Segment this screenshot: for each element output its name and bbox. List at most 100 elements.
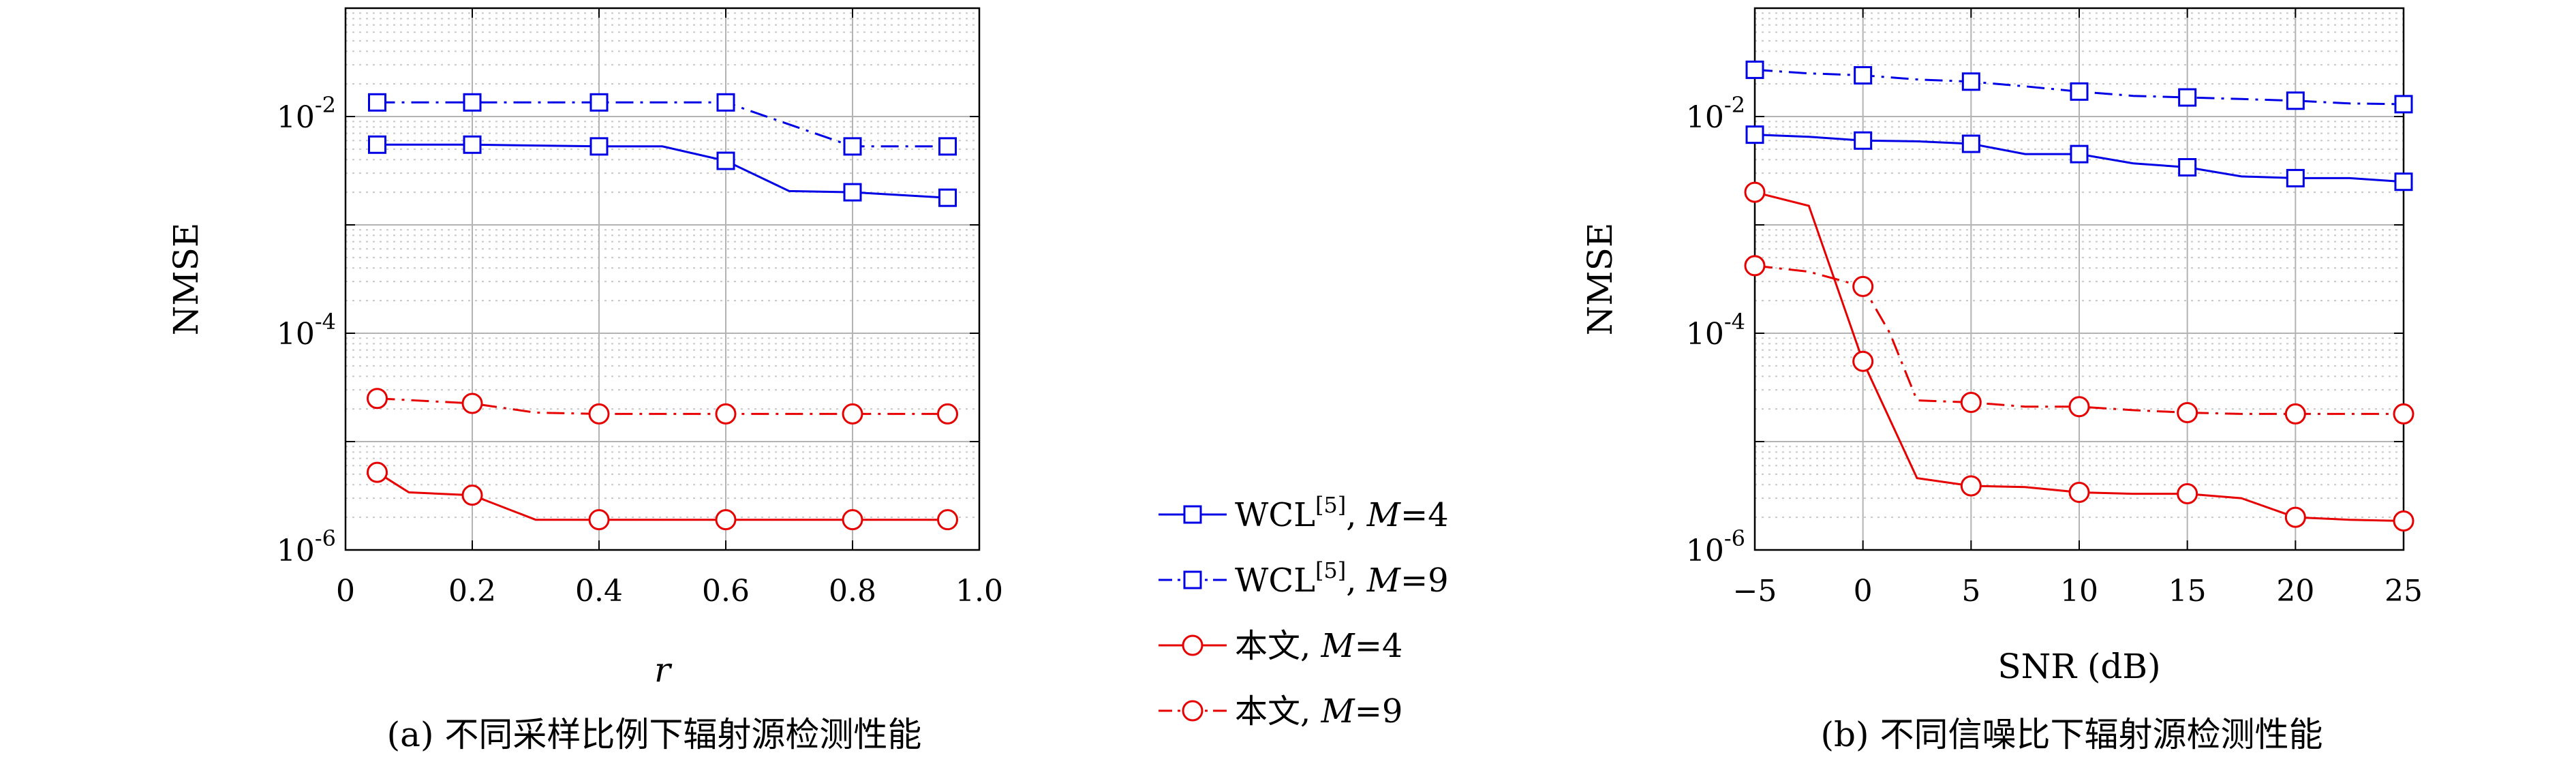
legend-entry: WCL[5], M=9 — [1159, 557, 1449, 600]
data-point-circle — [715, 509, 737, 531]
data-point-circle — [2068, 396, 2090, 418]
data-point-square — [716, 151, 735, 170]
data-point-square — [2394, 172, 2413, 191]
y-tick-label: 10-2 — [1686, 92, 1745, 135]
legend-entry: WCL[5], M=4 — [1159, 492, 1449, 534]
series-0 — [368, 135, 957, 207]
x-tick-label: 15 — [2168, 574, 2207, 609]
panel-b: −5 0 5 10 15 20 25 10-6 10-4 10-2 SNR (dB) NMSE (b) … — [1580, 7, 2423, 754]
data-point-square — [368, 93, 386, 112]
legend-entry: 本文, M=4 — [1159, 627, 1402, 665]
x-tick-label: 1.0 — [955, 574, 1003, 609]
data-point-circle — [461, 393, 483, 414]
data-point-circle — [1744, 181, 1766, 203]
legend-entry: 本文, M=9 — [1159, 692, 1402, 731]
data-point-square — [2178, 88, 2197, 107]
series-line — [377, 101, 948, 148]
y-axis-label: NMSE — [1580, 223, 1620, 336]
data-point-square — [843, 137, 862, 156]
series-2 — [1744, 181, 2414, 532]
x-tick-label: 0 — [336, 574, 355, 609]
panel-a: 0 0.2 0.4 0.6 0.8 1.0 10-6 10-4 10-2 r NMSE (a) 不同采… — [166, 7, 1003, 754]
data-point-square — [2394, 95, 2413, 114]
x-tick-label: 25 — [2385, 574, 2423, 609]
panel-caption: (a) 不同采样比例下辐射源检测性能 — [387, 715, 922, 754]
series-2 — [367, 461, 958, 531]
y-tick-label: 10-4 — [277, 309, 336, 352]
data-point-circle — [2068, 481, 2090, 503]
y-tick-label: 10-6 — [1686, 525, 1745, 568]
legend-circle-marker — [1182, 634, 1203, 656]
legend: WCL[5], M=4 WCL[5], M=9 本文, M=4 本文, M=9 — [1159, 492, 1449, 731]
legend-circle-marker — [1182, 700, 1203, 722]
data-point-square — [463, 135, 482, 154]
data-point-square — [2070, 144, 2089, 164]
data-point-circle — [2177, 483, 2198, 505]
x-tick-label: 0.2 — [448, 574, 496, 609]
y-axis-label: NMSE — [166, 223, 206, 336]
data-point-circle — [461, 485, 483, 506]
data-point-square — [938, 137, 957, 156]
x-axis-label: r — [654, 650, 673, 690]
legend-label: WCL[5], M=4 — [1235, 492, 1449, 534]
legend-label: 本文, M=9 — [1235, 692, 1402, 731]
data-point-circle — [1852, 275, 1874, 297]
series-3 — [1744, 255, 2414, 425]
data-point-circle — [367, 461, 388, 483]
data-point-square — [463, 93, 482, 112]
x-tick-label: 20 — [2276, 574, 2314, 609]
x-axis-label: SNR (dB) — [1997, 647, 2160, 686]
data-point-square — [1745, 60, 1764, 79]
data-point-circle — [2284, 403, 2306, 425]
data-point-circle — [937, 403, 958, 425]
x-tick-label: 0.6 — [702, 574, 750, 609]
data-point-circle — [2393, 510, 2414, 532]
data-point-circle — [715, 403, 737, 425]
legend-square-marker — [1183, 570, 1202, 589]
panel-caption: (b) 不同信噪比下辐射源检测性能 — [1821, 715, 2323, 754]
data-point-circle — [1852, 350, 1874, 372]
y-tick-label: 10-2 — [277, 92, 336, 135]
data-point-square — [716, 93, 735, 112]
series-line — [377, 143, 948, 199]
y-tick-label: 10-6 — [277, 525, 336, 568]
plot-frame — [1753, 7, 2405, 551]
data-point-circle — [1960, 391, 1982, 413]
data-point-circle — [842, 403, 863, 425]
x-tick-label: 5 — [1961, 574, 1980, 609]
data-point-square — [368, 135, 386, 154]
data-point-circle — [367, 388, 388, 410]
x-tick-label: −5 — [1733, 574, 1777, 609]
legend-label: 本文, M=4 — [1235, 627, 1402, 665]
data-point-square — [2286, 168, 2305, 187]
data-point-square — [1745, 125, 1764, 144]
data-point-square — [1854, 131, 1873, 150]
legend-label: WCL[5], M=9 — [1235, 557, 1449, 600]
y-tick-label: 10-4 — [1686, 309, 1745, 352]
data-point-square — [1961, 134, 1980, 153]
plot-frame — [344, 7, 981, 551]
data-point-circle — [588, 403, 610, 425]
data-point-circle — [588, 509, 610, 531]
legend-square-marker — [1183, 505, 1202, 524]
data-point-square — [589, 137, 609, 156]
data-point-square — [2178, 157, 2197, 176]
data-point-circle — [842, 509, 863, 531]
x-tick-label: 0.8 — [829, 574, 876, 609]
data-point-square — [2286, 91, 2305, 110]
data-point-circle — [2284, 506, 2306, 528]
series-3 — [367, 388, 958, 425]
x-tick-label: 0 — [1854, 574, 1873, 609]
data-point-square — [589, 93, 609, 112]
data-point-circle — [2177, 402, 2198, 424]
series-line — [376, 471, 948, 521]
data-point-circle — [2393, 403, 2414, 425]
data-point-square — [1961, 72, 1980, 91]
data-point-square — [1854, 66, 1873, 85]
data-point-square — [843, 183, 862, 202]
data-point-square — [938, 188, 957, 207]
data-point-circle — [1960, 475, 1982, 497]
x-tick-label: 10 — [2060, 574, 2098, 609]
series-1 — [1745, 60, 2413, 114]
